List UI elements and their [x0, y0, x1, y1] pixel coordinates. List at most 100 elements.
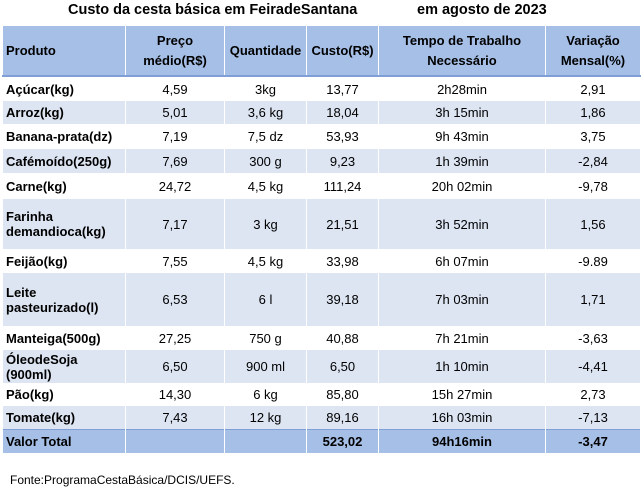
cell-tempo: 3h 15min [378, 101, 546, 124]
produto-line1: Tomate(kg) [6, 409, 76, 425]
table-row: Manteiga(500g) 27,25 750 g 40,88 7h 21min -3,… [2, 326, 641, 350]
cell-tempo: 6h 07min [378, 249, 546, 273]
cell-quantidade: 4,5 kg [224, 249, 307, 273]
cell-custo: 40,88 [306, 326, 379, 350]
table-row: Pão(kg) 14,30 6 kg 85,80 15h 27min 2,73 [2, 383, 641, 406]
cell-variacao: 1,56 [545, 199, 641, 249]
cell-custo: 53,93 [306, 124, 379, 149]
cell-variacao: 1,86 [545, 101, 641, 124]
cell-preco: 7,17 [125, 199, 225, 249]
produto-line1: Banana-prata(dz) [6, 129, 113, 144]
cell-tempo: 20h 02min [378, 173, 546, 199]
produto-line1: Cafémoído(250g) [6, 153, 112, 169]
table-row: Cafémoído(250g) 7,69 300 g 9,23 1h 39min -2,8… [2, 149, 641, 173]
produto-line1: Açúcar(kg) [6, 81, 74, 97]
cell-preco: 7,55 [125, 249, 225, 273]
header-preco-line2: médio(R$) [143, 52, 207, 68]
header-produto: Produto [2, 26, 126, 77]
cell-produto: Cafémoído(250g) [2, 149, 126, 173]
produto-line2: pasteurizado(l) [6, 299, 99, 315]
produto-line1: Manteiga(500g) [6, 330, 101, 346]
cell-custo: 6,50 [306, 350, 379, 383]
cell-quantidade: 3kg [224, 76, 307, 101]
cell-variacao: -9,78 [545, 173, 641, 199]
cell-tempo: 3h 52min [378, 199, 546, 249]
table-row: Açúcar(kg) 4,59 3kg 13,77 2h28min 2,91 [2, 76, 641, 101]
cesta-basica-table: Produto Preço médio(R$) Quantidade Custo(… [2, 26, 641, 453]
cell-quantidade: 900 ml [224, 350, 307, 383]
table-row: Leite pasteurizado(l) 6,53 6 l 39,18 7h 03min… [2, 273, 641, 326]
total-row: Valor Total 523,02 94h16min -3,47 [2, 428, 641, 453]
cell-preco: 5,01 [125, 101, 225, 124]
cell-preco: 7,19 [125, 124, 225, 149]
cell-tempo: 15h 27min [378, 383, 546, 406]
cell-produto: Feijão(kg) [2, 249, 126, 273]
header-tempo-line2: Necessário [427, 52, 497, 68]
table-row: Feijão(kg) 7,55 4,5 kg 33,98 6h 07min -9.89 [2, 249, 641, 273]
produto-line1: ÓleodeSoja [6, 351, 78, 367]
header-quantidade: Quantidade [224, 26, 307, 77]
total-tempo: 94h16min [378, 428, 546, 453]
title-part1: Custo da cesta básica em FeiradeSantana [68, 2, 358, 18]
cell-variacao: 2,73 [545, 383, 641, 406]
total-label: Valor Total [2, 428, 126, 453]
cell-produto: Leite pasteurizado(l) [2, 273, 126, 326]
header-tempo: Tempo de Trabalho Necessário [378, 26, 546, 77]
cell-tempo: 9h 43min [378, 124, 546, 149]
cell-preco: 6,53 [125, 273, 225, 326]
cell-preco: 7,69 [125, 149, 225, 173]
cell-quantidade: 3 kg [224, 199, 307, 249]
cell-custo: 89,16 [306, 406, 379, 429]
cell-custo: 13,77 [306, 76, 379, 101]
cell-tempo: 7h 21min [378, 326, 546, 350]
cell-custo: 111,24 [306, 173, 379, 199]
cell-tempo: 7h 03min [378, 273, 546, 326]
cell-quantidade: 300 g [224, 149, 307, 173]
cell-variacao: 1,71 [545, 273, 641, 326]
cell-produto: ÓleodeSoja (900ml) [2, 350, 126, 383]
cell-quantidade: 4,5 kg [224, 173, 307, 199]
cell-quantidade: 6 l [224, 273, 307, 326]
cell-preco: 4,59 [125, 76, 225, 101]
cell-variacao: -7,13 [545, 406, 641, 429]
total-variacao: -3,47 [545, 428, 641, 453]
cell-custo: 85,80 [306, 383, 379, 406]
table-row: Farinha demandioca(kg) 7,17 3 kg 21,51 3h 52m… [2, 199, 641, 249]
total-preco [125, 428, 225, 453]
cell-quantidade: 12 kg [224, 406, 307, 429]
header-variacao: Variação Mensal(%) [545, 26, 641, 77]
cell-preco: 24,72 [125, 173, 225, 199]
cell-quantidade: 3,6 kg [224, 101, 307, 124]
table-row: Tomate(kg) 7,43 12 kg 89,16 16h 03min -7,13 [2, 406, 641, 429]
header-preco-line1: Preço [156, 32, 194, 48]
cell-produto: Manteiga(500g) [2, 326, 126, 350]
title-part2: em agosto de 2023 [417, 2, 547, 18]
cell-custo: 18,04 [306, 101, 379, 124]
header-custo: Custo(R$) [306, 26, 379, 77]
source-note: Fonte:ProgramaCestaBásica/DCIS/UEFS. [10, 473, 235, 487]
cell-variacao: 2,91 [545, 76, 641, 101]
produto-line1: Arroz(kg) [6, 105, 64, 120]
cell-quantidade: 6 kg [224, 383, 307, 406]
produto-line1: Leite [6, 284, 37, 300]
cell-produto: Açúcar(kg) [2, 76, 126, 101]
table-row: Arroz(kg) 5,01 3,6 kg 18,04 3h 15min 1,86 [2, 101, 641, 124]
header-tempo-line1: Tempo de Trabalho [402, 32, 522, 48]
cell-produto: Farinha demandioca(kg) [2, 199, 126, 249]
header-preco: Preço médio(R$) [125, 26, 225, 77]
cell-produto: Tomate(kg) [2, 406, 126, 429]
cell-produto: Banana-prata(dz) [2, 124, 126, 149]
cell-variacao: -9.89 [545, 249, 641, 273]
total-quantidade [224, 428, 307, 453]
produto-line1: Pão(kg) [6, 387, 54, 402]
header-variacao-line1: Variação [566, 32, 620, 48]
cell-variacao: 3,75 [545, 124, 641, 149]
cell-quantidade: 7,5 dz [224, 124, 307, 149]
page-title: Custo da cesta básica em FeiradeSantana … [0, 0, 644, 22]
cell-custo: 33,98 [306, 249, 379, 273]
produto-line1: Farinha [6, 209, 53, 224]
table-row: Carne(kg) 24,72 4,5 kg 111,24 20h 02min -9,78 [2, 173, 641, 199]
cell-variacao: -3,63 [545, 326, 641, 350]
cell-custo: 21,51 [306, 199, 379, 249]
cell-preco: 7,43 [125, 406, 225, 429]
